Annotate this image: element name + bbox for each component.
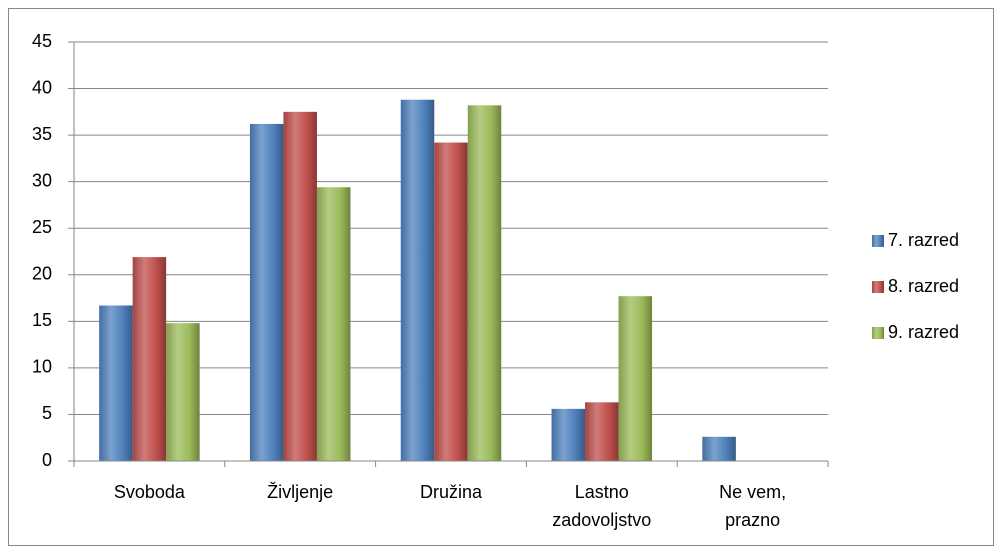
y-tick-label: 40 [32,77,52,97]
y-tick-label: 25 [32,217,52,237]
bar [618,296,653,461]
bar [585,402,619,461]
y-tick-label: 0 [42,450,52,470]
bar [434,142,468,461]
bar [283,111,317,461]
legend-swatch [872,281,884,293]
x-tick-label: Lastno zadovoljstvo [552,482,651,530]
bar [702,436,736,461]
y-tick-label: 30 [32,170,52,190]
bar [551,408,586,461]
y-tick-label: 5 [42,403,52,423]
legend-swatch [872,327,884,339]
legend-swatch [872,235,884,247]
x-tick-label: Ne vem, prazno [719,482,786,530]
bar [467,105,502,461]
x-tick-label: Življenje [267,482,333,502]
x-tick-label: Svoboda [114,482,186,502]
bar [400,99,435,462]
bar [249,123,284,461]
y-tick-label: 10 [32,357,52,377]
bar [99,305,133,461]
y-tick-label: 35 [32,124,52,144]
bar [316,187,351,461]
y-tick-label: 20 [32,264,52,284]
bar [132,257,167,461]
bar [166,323,200,461]
y-tick-label: 15 [32,310,52,330]
y-tick-label: 45 [32,31,52,51]
legend-label: 7. razred [888,230,959,250]
x-tick-label: Družina [420,482,483,502]
legend-label: 8. razred [888,276,959,296]
legend-label: 9. razred [888,322,959,342]
